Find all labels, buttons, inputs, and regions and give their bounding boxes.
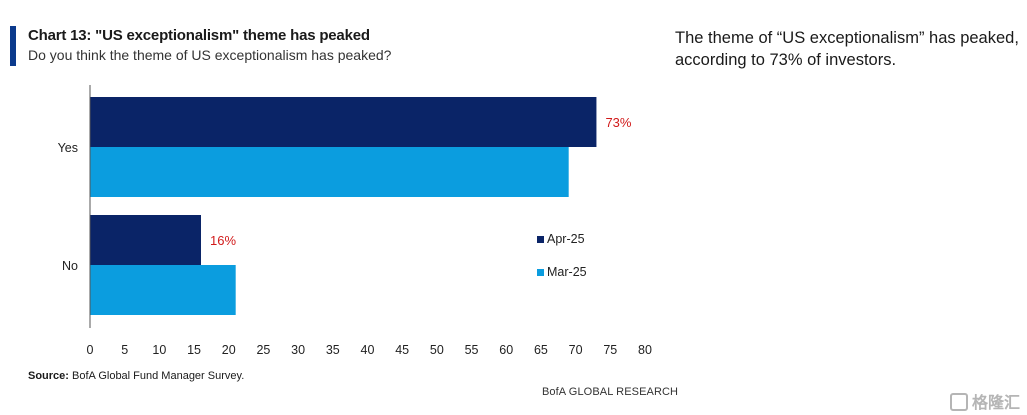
bar-no-mar-25 <box>90 265 236 315</box>
bar-yes-apr-25 <box>90 97 597 147</box>
legend-swatch-mar-25 <box>537 269 544 276</box>
legend-label-apr-25: Apr-25 <box>547 232 585 246</box>
category-label-yes: Yes <box>58 141 78 155</box>
watermark-logo-icon <box>950 393 968 411</box>
x-tick-label: 55 <box>465 343 479 357</box>
source-label: Source: <box>28 370 69 382</box>
category-label-no: No <box>62 259 78 273</box>
x-tick-label: 45 <box>395 343 409 357</box>
bar-yes-mar-25 <box>90 147 569 197</box>
x-tick-label: 40 <box>361 343 375 357</box>
footer-brand: BofA GLOBAL RESEARCH <box>542 386 679 398</box>
x-tick-label: 70 <box>569 343 583 357</box>
x-tick-label: 15 <box>187 343 201 357</box>
watermark: 格隆汇 <box>950 389 1020 413</box>
title-accent-bar <box>10 26 16 66</box>
x-tick-label: 35 <box>326 343 340 357</box>
x-tick-label: 60 <box>499 343 513 357</box>
x-tick-label: 25 <box>256 343 270 357</box>
x-tick-label: 80 <box>638 343 652 357</box>
data-label-no-apr-25: 16% <box>210 233 236 248</box>
side-note: The theme of “US exceptionalism” has pea… <box>675 29 1019 69</box>
x-tick-label: 10 <box>152 343 166 357</box>
x-tick-label: 30 <box>291 343 305 357</box>
legend-label-mar-25: Mar-25 <box>547 265 587 279</box>
x-tick-label: 65 <box>534 343 548 357</box>
x-tick-label: 75 <box>603 343 617 357</box>
source-text: BofA Global Fund Manager Survey. <box>68 370 245 382</box>
x-tick-label: 0 <box>87 343 94 357</box>
x-tick-label: 50 <box>430 343 444 357</box>
source-note: Source: BofA Global Fund Manager Survey. <box>28 370 244 382</box>
x-tick-label: 5 <box>121 343 128 357</box>
chart-title: Chart 13: "US exceptionalism" theme has … <box>28 27 370 44</box>
data-label-yes-apr-25: 73% <box>605 115 631 130</box>
chart-subtitle: Do you think the theme of US exceptional… <box>28 47 392 63</box>
x-tick-label: 20 <box>222 343 236 357</box>
legend-swatch-apr-25 <box>537 236 544 243</box>
watermark-text: 格隆汇 <box>972 395 1021 412</box>
bar-no-apr-25 <box>90 215 201 265</box>
